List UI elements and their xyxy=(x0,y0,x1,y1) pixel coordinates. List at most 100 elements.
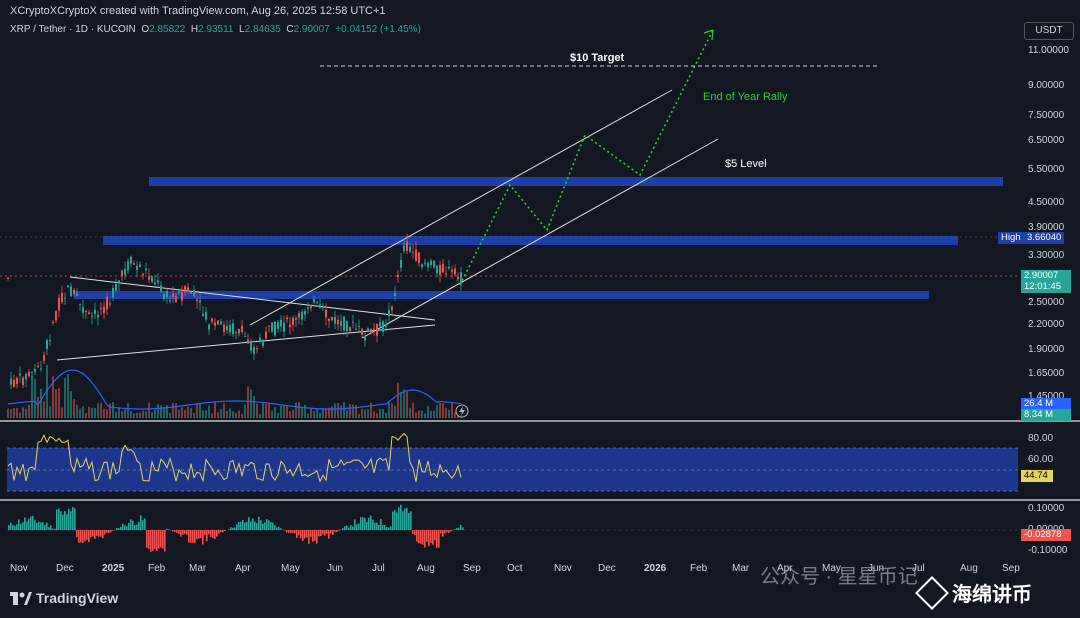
price-chart[interactable]: $10 Target $5 Level End of Year Rally 11… xyxy=(0,22,1080,582)
macd-bar xyxy=(408,513,410,530)
volume-bar xyxy=(265,403,267,418)
volume-bar xyxy=(445,407,447,418)
macd-bar xyxy=(44,525,46,530)
rsi-tick: 60.00 xyxy=(1028,454,1053,465)
macd-bar xyxy=(372,519,374,530)
macd-bar xyxy=(220,530,222,533)
macd-bar xyxy=(346,525,348,530)
volume-bar xyxy=(427,405,429,418)
volume-bar xyxy=(7,408,9,418)
volume-bar xyxy=(268,403,270,418)
candle-body xyxy=(433,260,435,268)
high-badge-value: 3.66040 xyxy=(1024,232,1065,244)
volume-bar xyxy=(370,402,372,418)
volume-bar xyxy=(229,408,231,418)
macd-bar xyxy=(298,530,300,536)
macd-bar xyxy=(348,527,350,530)
volume-bar xyxy=(274,407,276,418)
candle-body xyxy=(247,339,249,344)
volume-bar xyxy=(70,391,72,418)
volume-bar xyxy=(250,389,252,418)
macd-bar xyxy=(90,530,92,538)
macd-bar xyxy=(50,525,52,530)
level-5-label: $5 Level xyxy=(725,158,767,170)
candlesticks xyxy=(7,233,462,390)
candle-body xyxy=(334,316,336,324)
candle-body xyxy=(64,297,66,299)
macd-bar xyxy=(174,530,176,532)
macd-bar xyxy=(16,524,18,530)
candle-body xyxy=(196,299,198,302)
macd-bar xyxy=(178,530,180,534)
macd-bar xyxy=(74,508,76,530)
volume-bar xyxy=(313,411,315,418)
macd-bar xyxy=(448,530,450,533)
time-tick: Oct xyxy=(507,563,523,574)
time-tick: Feb xyxy=(148,563,166,574)
macd-bar xyxy=(42,522,44,530)
volume-bar xyxy=(331,406,333,418)
volume-bar xyxy=(406,391,408,418)
price-axis[interactable]: 11.00000 9.00000 7.50000 6.50000 5.50000… xyxy=(1028,45,1069,556)
candle-body xyxy=(316,302,318,304)
volume-bar xyxy=(319,413,321,418)
volume-bar xyxy=(181,407,183,418)
volume-bar xyxy=(190,408,192,418)
last-price-badge: 2.90007 xyxy=(1021,270,1071,282)
macd-bar xyxy=(22,522,24,530)
macd-bar xyxy=(52,528,54,530)
candle-body xyxy=(412,251,414,253)
macd-bar xyxy=(202,530,204,545)
macd-bar xyxy=(362,517,364,530)
price-tick: 1.45000 xyxy=(1028,391,1065,402)
macd-bar xyxy=(158,530,160,549)
time-tick: May xyxy=(281,563,300,574)
candle-body xyxy=(121,270,123,276)
tradingview-logo[interactable]: TradingView xyxy=(10,590,118,606)
volume-bar xyxy=(118,407,120,418)
volume-bar xyxy=(130,410,132,418)
candle-body xyxy=(103,306,105,313)
macd-bar xyxy=(86,530,88,540)
currency-selector[interactable]: USDT xyxy=(1024,22,1074,40)
volume-bar xyxy=(88,406,90,418)
volume-bar xyxy=(409,408,411,418)
candle-body xyxy=(286,317,288,320)
symbol-label[interactable]: XRP / Tether · 1D · KUCOIN xyxy=(10,24,136,35)
price-tick: 1.90000 xyxy=(1028,344,1065,355)
price-tick: 5.50000 xyxy=(1028,164,1065,175)
macd-bar xyxy=(40,522,42,530)
macd-bar xyxy=(266,518,268,530)
macd-bar xyxy=(148,530,150,549)
volume-bar xyxy=(151,412,153,418)
volume-bar xyxy=(280,405,282,418)
trend-lines xyxy=(56,89,719,361)
time-axis[interactable]: Nov Dec 2025 Feb Mar Apr May Jun Jul Aug Sep Oct Nov… xyxy=(10,563,1020,574)
macd-bar xyxy=(48,527,50,530)
candle-body xyxy=(166,290,168,298)
candle-body xyxy=(328,319,330,321)
macd-bar xyxy=(314,530,316,541)
macd-bar xyxy=(100,530,102,537)
macd-bar xyxy=(46,522,48,530)
macd-bar xyxy=(310,530,312,537)
candle-body xyxy=(106,297,108,310)
time-tick: Jul xyxy=(912,563,925,574)
volume-badge-2: 8.34 M xyxy=(1021,409,1071,421)
volume-bar xyxy=(442,403,444,418)
macd-bar xyxy=(198,530,200,539)
macd-bar xyxy=(228,529,230,530)
macd-bar xyxy=(200,530,202,539)
macd-bar xyxy=(264,522,266,530)
rally-projection xyxy=(459,29,714,286)
lightning-icon[interactable] xyxy=(455,404,469,418)
candle-body xyxy=(313,299,315,303)
volume-bar xyxy=(166,405,168,418)
watermark-logo-icon xyxy=(915,575,949,610)
macd-bar xyxy=(396,512,398,530)
candle-body xyxy=(133,263,135,265)
macd-bar xyxy=(72,507,74,530)
candle-body xyxy=(178,291,180,294)
candle-body xyxy=(163,294,165,299)
macd-bar xyxy=(388,527,390,530)
